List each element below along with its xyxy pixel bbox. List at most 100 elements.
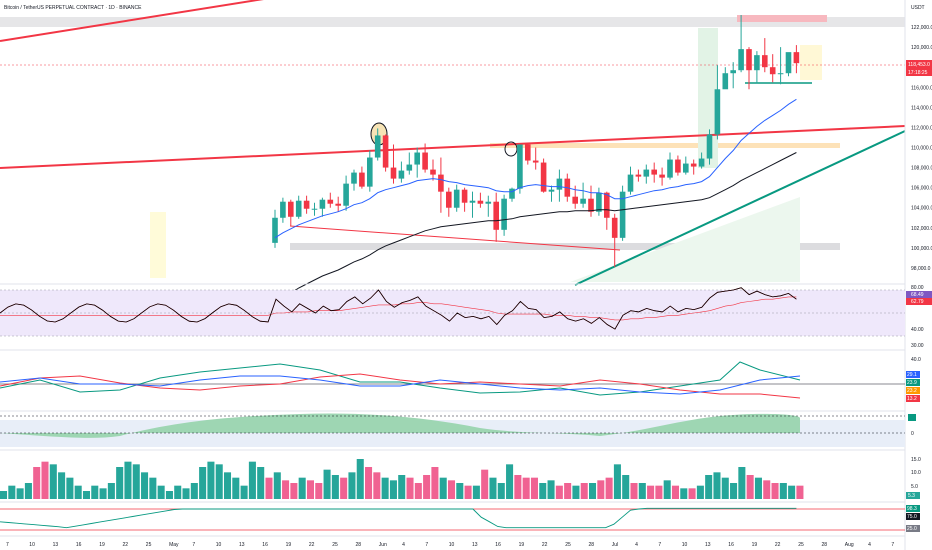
dmi-plus-line [0,361,801,396]
candle-body [351,172,357,184]
dmi-badge-1 [906,371,920,378]
volume-bar [472,485,480,499]
time-tick: 25 [798,542,804,548]
candle-body [714,89,721,135]
time-tick: 10 [29,542,35,548]
volume-bar [539,483,547,499]
time-tick: 10 [449,542,455,548]
candle-body [335,203,341,206]
volume-bar [630,483,638,499]
dmi-badge-4 [906,395,920,402]
candle-body [446,191,452,208]
volume-bar [232,477,240,499]
time-tick: 13 [53,542,59,548]
volume-bar [199,467,207,499]
volume-bar [16,488,24,499]
candle-body [769,67,776,75]
candle-body [319,199,326,209]
volume-bar [132,464,140,499]
candle-body [509,188,515,199]
ema-slow-line [274,152,797,304]
volume-bar [58,472,66,499]
time-tick: 16 [76,542,82,548]
volume-bar [622,475,630,499]
price-tick: 112,000.0 [911,125,932,131]
rsi-ma-value: 62.79 [911,299,924,305]
volume-bar [290,483,298,499]
rsi-tick-80: 80.00 [911,285,924,291]
volume-bar [779,483,787,499]
volume-bar [8,485,16,499]
time-tick: 7 [192,542,195,548]
time-tick: 16 [728,542,734,548]
upper-trendline [0,0,264,42]
volume-bar [796,485,804,499]
candle-body [272,217,278,243]
price-tick: 104,000.0 [911,206,932,212]
volume-bar [223,472,232,499]
vol-value: 5.3 [908,493,915,499]
volume-bar [572,485,580,499]
time-tick: 4 [868,542,871,548]
volume-bar [564,483,572,499]
candle-body [667,159,673,178]
lower-trendline [289,225,621,251]
volume-bar [207,461,215,499]
volume-bar [738,467,746,499]
volume-bar [116,467,124,499]
volume-bar [99,488,107,499]
candle-body [367,157,373,187]
volume-bar [647,485,655,499]
price-tick: 122,000.0 [911,25,932,31]
candle-body [746,49,752,71]
volume-bar [174,485,182,499]
volume-bar [66,477,74,499]
stoch-val-1: 98.3 [907,506,917,512]
volume-bar [340,477,348,499]
vol-tick-15: 15.0 [911,457,921,463]
rsi-ma-badge [906,298,932,305]
candle-body [517,144,523,189]
time-tick: 19 [752,542,758,548]
candle-body [659,174,665,178]
volume-bar [547,480,555,499]
vol-tick-10: 10.0 [911,470,921,476]
time-axis[interactable]: 7 10 13 16 19 22 25 May 7 10 13 16 19 22 25 28 Jun 4 7 10 13… [6,542,894,548]
volume-bar [149,477,157,499]
time-tick: Aug [845,542,854,548]
time-tick: 7 [6,542,9,548]
candle-body [469,200,476,203]
time-tick: 19 [519,542,525,548]
candle-body [398,170,405,179]
volume-bar [423,475,431,499]
time-tick: 25 [332,542,338,548]
time-tick: 19 [99,542,105,548]
vol-badge [906,492,920,499]
volume-bar [190,483,198,499]
rsi-value: 68.49 [911,292,924,298]
last-price-value: 118,453.0 [908,62,930,68]
volume-bar [788,485,796,499]
volume-bar [306,480,314,499]
volume-bar [439,477,447,499]
volume-bar [331,475,339,499]
candle-body [485,201,492,204]
candle-body [532,160,539,163]
candle-body [604,192,610,218]
time-tick: 28 [822,542,828,548]
stoch-val-2: 75.0 [907,514,917,520]
volume-bar [456,483,464,499]
time-tick: 16 [495,542,501,548]
candle-body [327,199,334,204]
time-tick: 13 [472,542,478,548]
volume-bar [406,477,414,499]
volume-bar [107,483,115,499]
time-tick: 22 [775,542,781,548]
candle-body [690,163,697,167]
candle-body [738,49,744,71]
osc-tick-0: 0 [911,431,914,437]
time-tick: Jul [612,542,618,548]
time-tick: 22 [309,542,315,548]
volume-bar [688,488,696,499]
